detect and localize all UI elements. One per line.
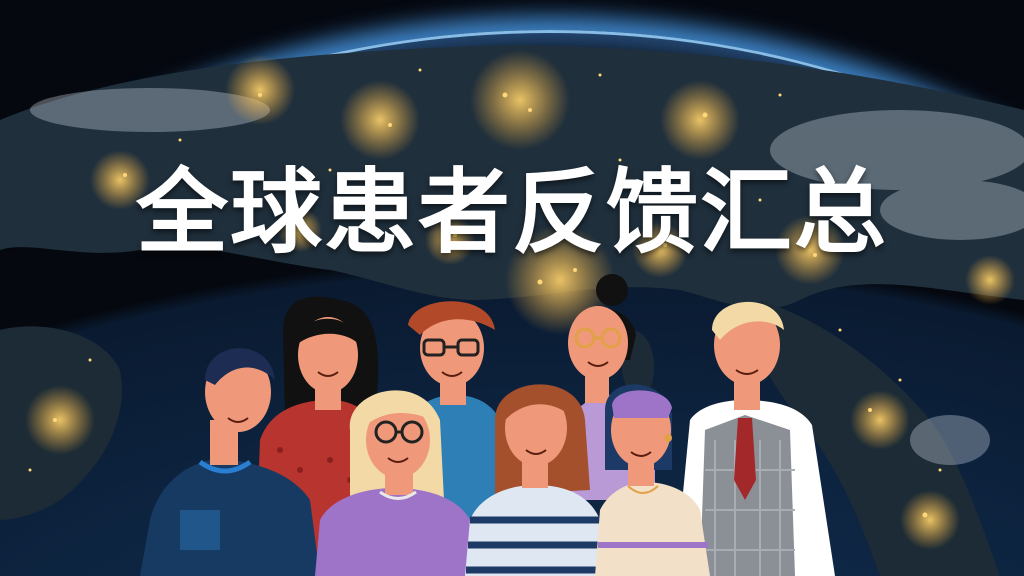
person-blonde-woman-glasses [315,390,475,576]
city-lights [25,50,1015,550]
slide-title: 全球患者反馈汇总 [135,159,888,266]
person-boy-navy-shirt [140,348,320,576]
earth-atmosphere-glow [0,30,1024,576]
cloud-cover [30,88,1024,465]
person-blond-man-vest-tie [675,301,835,576]
city-dots [28,68,942,518]
person-headband-woman-cream-sweater [595,384,710,576]
person-redhead-woman-striped-top [465,384,605,576]
